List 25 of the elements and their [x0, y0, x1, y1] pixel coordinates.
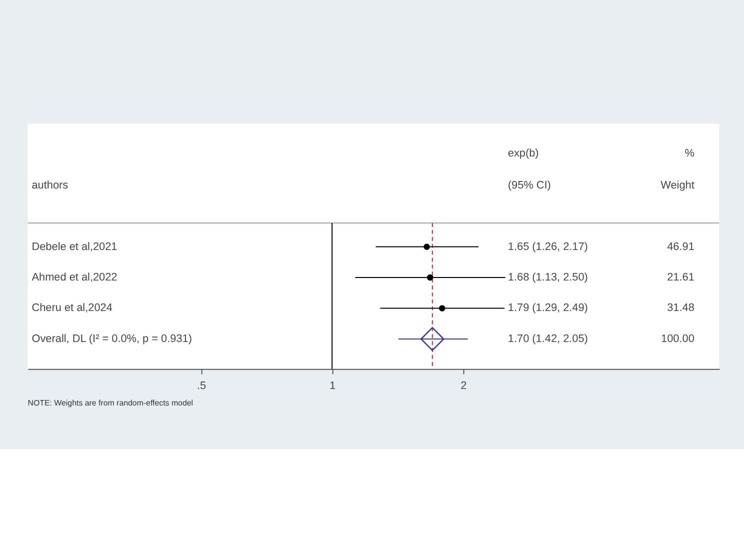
annotation: 21.61 [667, 272, 694, 284]
text: 1.65 (1.26, 2.17) [508, 240, 588, 253]
point [424, 244, 430, 250]
point [420, 327, 444, 351]
y-tick-label: Debele et al,2021 [32, 240, 118, 253]
y-tick-label: Overall, DL (I² = 0.0%, p = 0.931) [32, 332, 192, 345]
text: 1.68 (1.13, 2.50) [508, 272, 588, 284]
text: exp(b) [508, 148, 539, 160]
y-tick-label: Ahmed et al,2022 [32, 272, 118, 284]
y-axis-title: authors [32, 179, 69, 192]
annotation: 100.00 [661, 332, 694, 345]
x-tick-label: .5 [196, 380, 206, 392]
text: % [684, 148, 695, 160]
y-tick-label: Cheru et al,2024 [32, 302, 112, 314]
text: 1.79 (1.29, 2.49) [508, 302, 588, 314]
point [438, 305, 446, 312]
annotation: 31.48 [667, 302, 694, 314]
x-tick-label: 1 [330, 380, 336, 392]
text: 1.70 (1.42, 2.05) [508, 332, 588, 345]
text: NOTE: Weights are from random-effects model [28, 398, 194, 408]
x-tick-label: 2 [460, 380, 467, 392]
annotation: 46.91 [667, 240, 694, 253]
point [427, 274, 434, 281]
text: (95% CI) [508, 179, 551, 192]
text: Weight [660, 179, 694, 192]
